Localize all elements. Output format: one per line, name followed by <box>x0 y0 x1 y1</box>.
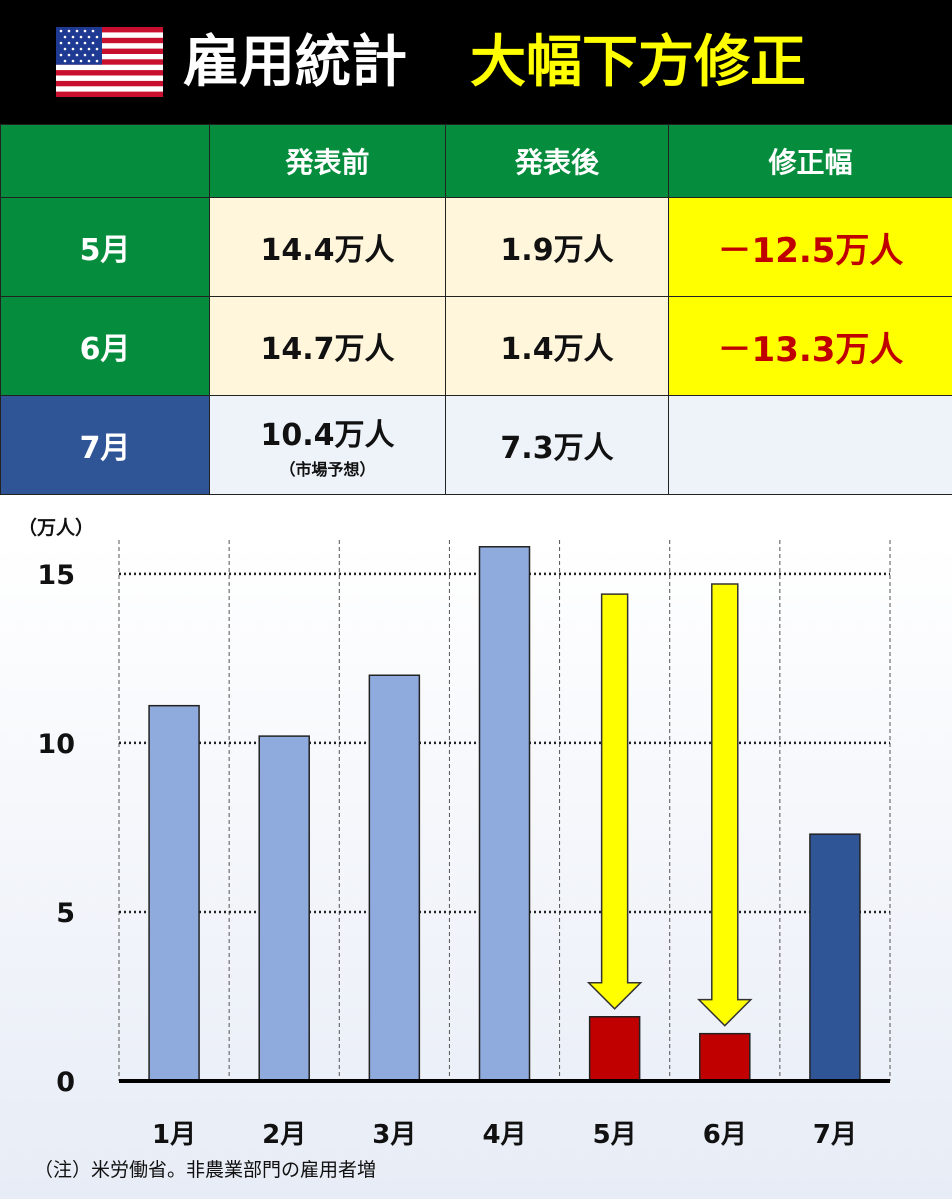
y-tick-label: 5 <box>56 898 75 929</box>
revision-table: 発表前 発表後 修正幅 5月 14.4万人 1.9万人 －12.5万人 6月 1… <box>0 124 952 495</box>
bar-5月 <box>588 1016 641 1082</box>
y-axis-unit-label: （万人） <box>18 516 94 539</box>
footnote: （注）米労働省。非農業部門の雇用者増 <box>34 1159 377 1181</box>
cell-after: 1.4万人 <box>445 296 669 396</box>
revision-arrow-icon <box>586 593 643 1010</box>
header-bar: 雇用統計 大幅下方修正 <box>0 0 952 124</box>
cell-revision: －13.3万人 <box>668 296 952 396</box>
column-header-before: 発表前 <box>209 124 446 198</box>
x-tick-label: 3月 <box>372 1120 416 1148</box>
table-row: 5月 14.4万人 1.9万人 －12.5万人 <box>0 197 952 297</box>
cell-revision: －12.5万人 <box>668 197 952 297</box>
x-tick-label: 6月 <box>703 1120 747 1148</box>
bar-6月 <box>699 1032 751 1082</box>
x-tick-label: 1月 <box>152 1120 196 1148</box>
table-header-row: 発表前 発表後 修正幅 <box>0 124 952 198</box>
table-row: 6月 14.7万人 1.4万人 －13.3万人 <box>0 296 952 396</box>
x-tick-label: 7月 <box>813 1120 857 1148</box>
table-row: 7月 10.4万人 （市場予想） 7.3万人 <box>0 395 952 495</box>
x-tick-label: 5月 <box>593 1120 637 1148</box>
bar-1月 <box>148 704 200 1082</box>
bar-4月 <box>478 546 531 1082</box>
cell-before: 10.4万人 （市場予想） <box>209 395 446 495</box>
bar-chart: 0 5 10 15 （万人） 1月 2月 3月 4月 5月 6月 7月 <box>18 516 891 1148</box>
revision-arrow-icon <box>696 583 753 1027</box>
column-header-empty <box>0 124 210 198</box>
cell-before-note: （市場予想） <box>279 460 376 479</box>
us-flag-icon <box>56 27 163 97</box>
cell-after: 7.3万人 <box>445 395 669 495</box>
cell-before-value: 10.4万人 <box>260 418 395 453</box>
y-tick-label: 0 <box>56 1067 75 1098</box>
row-label-june: 6月 <box>0 296 210 396</box>
page-title: 雇用統計 <box>183 30 407 95</box>
bar-7月 <box>809 833 861 1082</box>
x-tick-label: 2月 <box>262 1120 306 1148</box>
cell-before: 14.4万人 <box>209 197 446 297</box>
y-tick-label: 10 <box>37 729 75 760</box>
page-subtitle: 大幅下方修正 <box>470 30 806 95</box>
cell-before: 14.7万人 <box>209 296 446 396</box>
row-label-may: 5月 <box>0 197 210 297</box>
column-header-revision: 修正幅 <box>668 124 952 198</box>
y-tick-label: 15 <box>37 560 75 591</box>
row-label-july: 7月 <box>0 395 210 495</box>
bar-2月 <box>258 735 310 1082</box>
cell-revision <box>668 395 952 495</box>
cell-after: 1.9万人 <box>445 197 669 297</box>
bar-3月 <box>368 674 421 1082</box>
x-tick-label: 4月 <box>482 1120 526 1148</box>
column-header-after: 発表後 <box>445 124 669 198</box>
